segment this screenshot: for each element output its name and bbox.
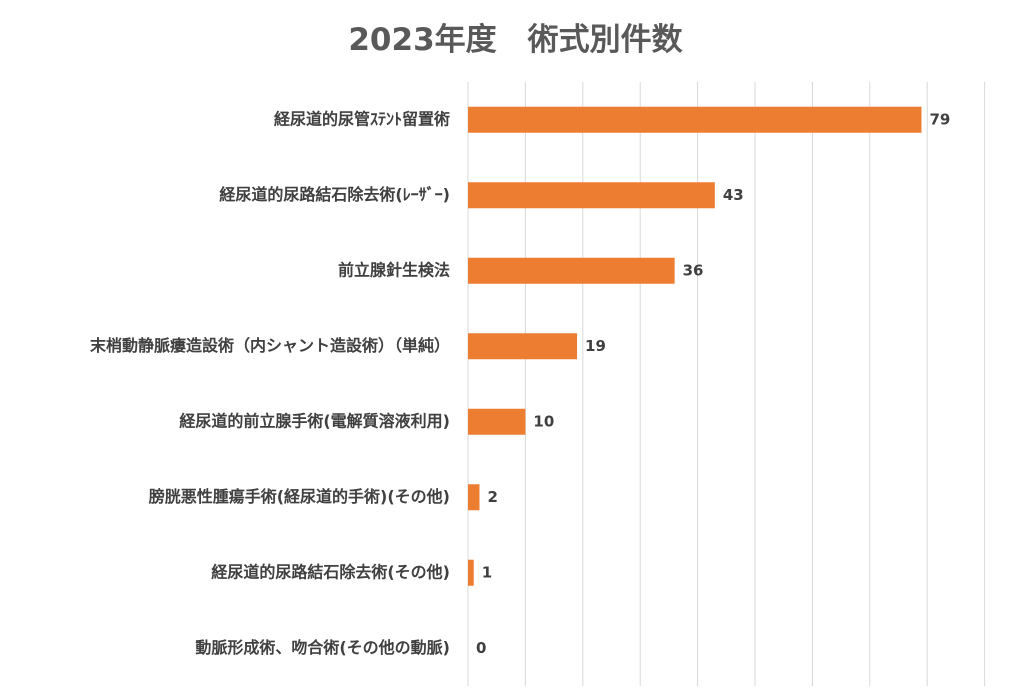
data-label: 1	[482, 563, 492, 581]
data-label: 0	[476, 639, 486, 657]
chart-title: 2023年度 術式別件数	[348, 22, 683, 58]
bar	[468, 408, 526, 435]
data-label: 10	[533, 412, 554, 430]
data-label: 19	[585, 337, 606, 355]
category-label: 経尿道的尿路結石除去術(その他)	[211, 562, 450, 581]
bar	[468, 106, 922, 133]
category-label: 動脈形成術、吻合術(その他の動脈)	[195, 638, 450, 657]
category-label: 経尿道的尿路結石除去術(ﾚｰｻﾞｰ)	[219, 185, 450, 204]
category-label: 前立腺針生検法	[338, 260, 450, 279]
category-label: 末梢動静脈瘻造設術（内シャント造設術）（単純）	[90, 336, 450, 355]
bar	[468, 333, 578, 360]
bar	[468, 182, 715, 209]
data-label: 2	[487, 488, 497, 506]
data-label: 79	[929, 110, 950, 128]
bar	[468, 257, 675, 284]
data-label: 36	[683, 261, 704, 279]
category-label: 経尿道的前立腺手術(電解質溶液利用)	[179, 411, 450, 430]
category-label: 経尿道的尿管ｽﾃﾝﾄ留置術	[274, 109, 450, 128]
bar	[468, 559, 474, 586]
category-label: 膀胱悪性腫瘍手術(経尿道的手術)(その他)	[149, 487, 450, 506]
bar	[468, 484, 480, 511]
data-label: 43	[723, 186, 744, 204]
